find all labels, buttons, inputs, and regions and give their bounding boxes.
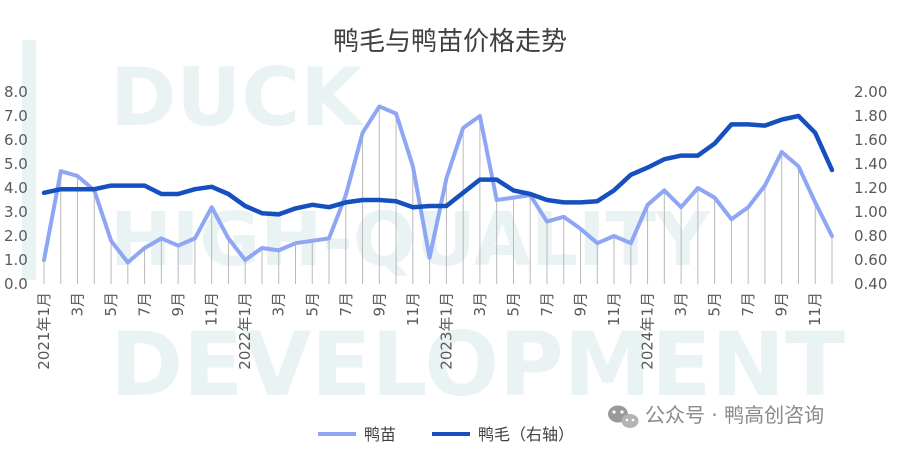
legend-label-feather: 鸭毛（右轴）: [478, 425, 574, 444]
x-tick-label: 11月: [806, 292, 824, 326]
right-tick-label: 1.80: [854, 107, 887, 125]
x-tick-label: 5月: [303, 292, 321, 317]
x-tick-label: 3月: [672, 292, 690, 317]
x-tick-label: 11月: [404, 292, 422, 326]
x-tick-label: 9月: [572, 292, 590, 317]
series-lines: [41, 104, 835, 265]
watermark-line1: DUCK: [110, 51, 365, 144]
left-tick-label: 0.0: [4, 275, 28, 293]
chart-title: 鸭毛与鸭苗价格走势: [333, 27, 567, 57]
right-tick-label: 1.60: [854, 131, 887, 149]
x-tick-label: 2023年1月: [437, 292, 455, 370]
right-axis: 0.40 0.60 0.80 1.00 1.20 1.40 1.60 1.80 2.00: [854, 83, 887, 293]
x-tick-label: 11月: [203, 292, 221, 326]
source-badge-text: 公众号 · 鸭高创咨询: [645, 403, 824, 427]
x-tick-label: 5月: [504, 292, 522, 317]
legend-label-duckling: 鸭苗: [364, 425, 396, 444]
watermark: DUCK HIGH-QUALITY DEVELOPMENT: [22, 40, 845, 416]
left-tick-label: 8.0: [4, 83, 28, 101]
x-tick-label: 3月: [471, 292, 489, 317]
x-tick-label: 5月: [102, 292, 120, 317]
x-tick-label: 2022年1月: [236, 292, 254, 370]
drop-lines: [43, 106, 833, 284]
watermark-bar: [22, 40, 36, 280]
x-tick-label: 9月: [169, 292, 187, 317]
source-badge: 公众号 · 鸭高创咨询: [608, 403, 824, 428]
left-tick-label: 5.0: [4, 155, 28, 173]
left-tick-label: 1.0: [4, 251, 28, 269]
watermark-line3: DEVELOPMENT: [110, 313, 845, 416]
left-tick-label: 2.0: [4, 227, 28, 245]
left-axis: 0.0 1.0 2.0 3.0 4.0 5.0 6.0 7.0 8.0: [4, 83, 28, 293]
legend: 鸭苗 鸭毛（右轴）: [318, 425, 574, 444]
right-tick-label: 1.20: [854, 179, 887, 197]
x-tick-label: 5月: [706, 292, 724, 317]
right-tick-label: 0.80: [854, 227, 887, 245]
x-tick-label: 9月: [773, 292, 791, 317]
wechat-icon: [608, 405, 639, 428]
x-tick-label: 7月: [136, 292, 154, 317]
series-line-duckling: [42, 104, 834, 265]
left-tick-label: 4.0: [4, 179, 28, 197]
right-tick-label: 1.40: [854, 155, 887, 173]
x-tick-label: 7月: [538, 292, 556, 317]
x-tick-label: 3月: [69, 292, 87, 317]
right-tick-label: 1.00: [854, 203, 887, 221]
x-tick-label: 2021年1月: [35, 292, 53, 370]
x-tick-label: 9月: [370, 292, 388, 317]
right-tick-label: 0.60: [854, 251, 887, 269]
x-tick-label: 3月: [270, 292, 288, 317]
left-tick-label: 6.0: [4, 131, 28, 149]
x-axis: 2021年1月 3月 5月 7月 9月 11月 2022年1月 3月 5月 7月 9月 11月 2023…: [35, 292, 824, 370]
x-tick-label: 2024年1月: [639, 292, 657, 370]
x-tick-label: 11月: [605, 292, 623, 326]
right-tick-label: 0.40: [854, 275, 887, 293]
x-tick-label: 7月: [739, 292, 757, 317]
series-line-feather: [41, 113, 835, 217]
left-tick-label: 7.0: [4, 107, 28, 125]
right-tick-label: 2.00: [854, 83, 887, 101]
left-tick-label: 3.0: [4, 203, 28, 221]
x-tick-label: 7月: [337, 292, 355, 317]
